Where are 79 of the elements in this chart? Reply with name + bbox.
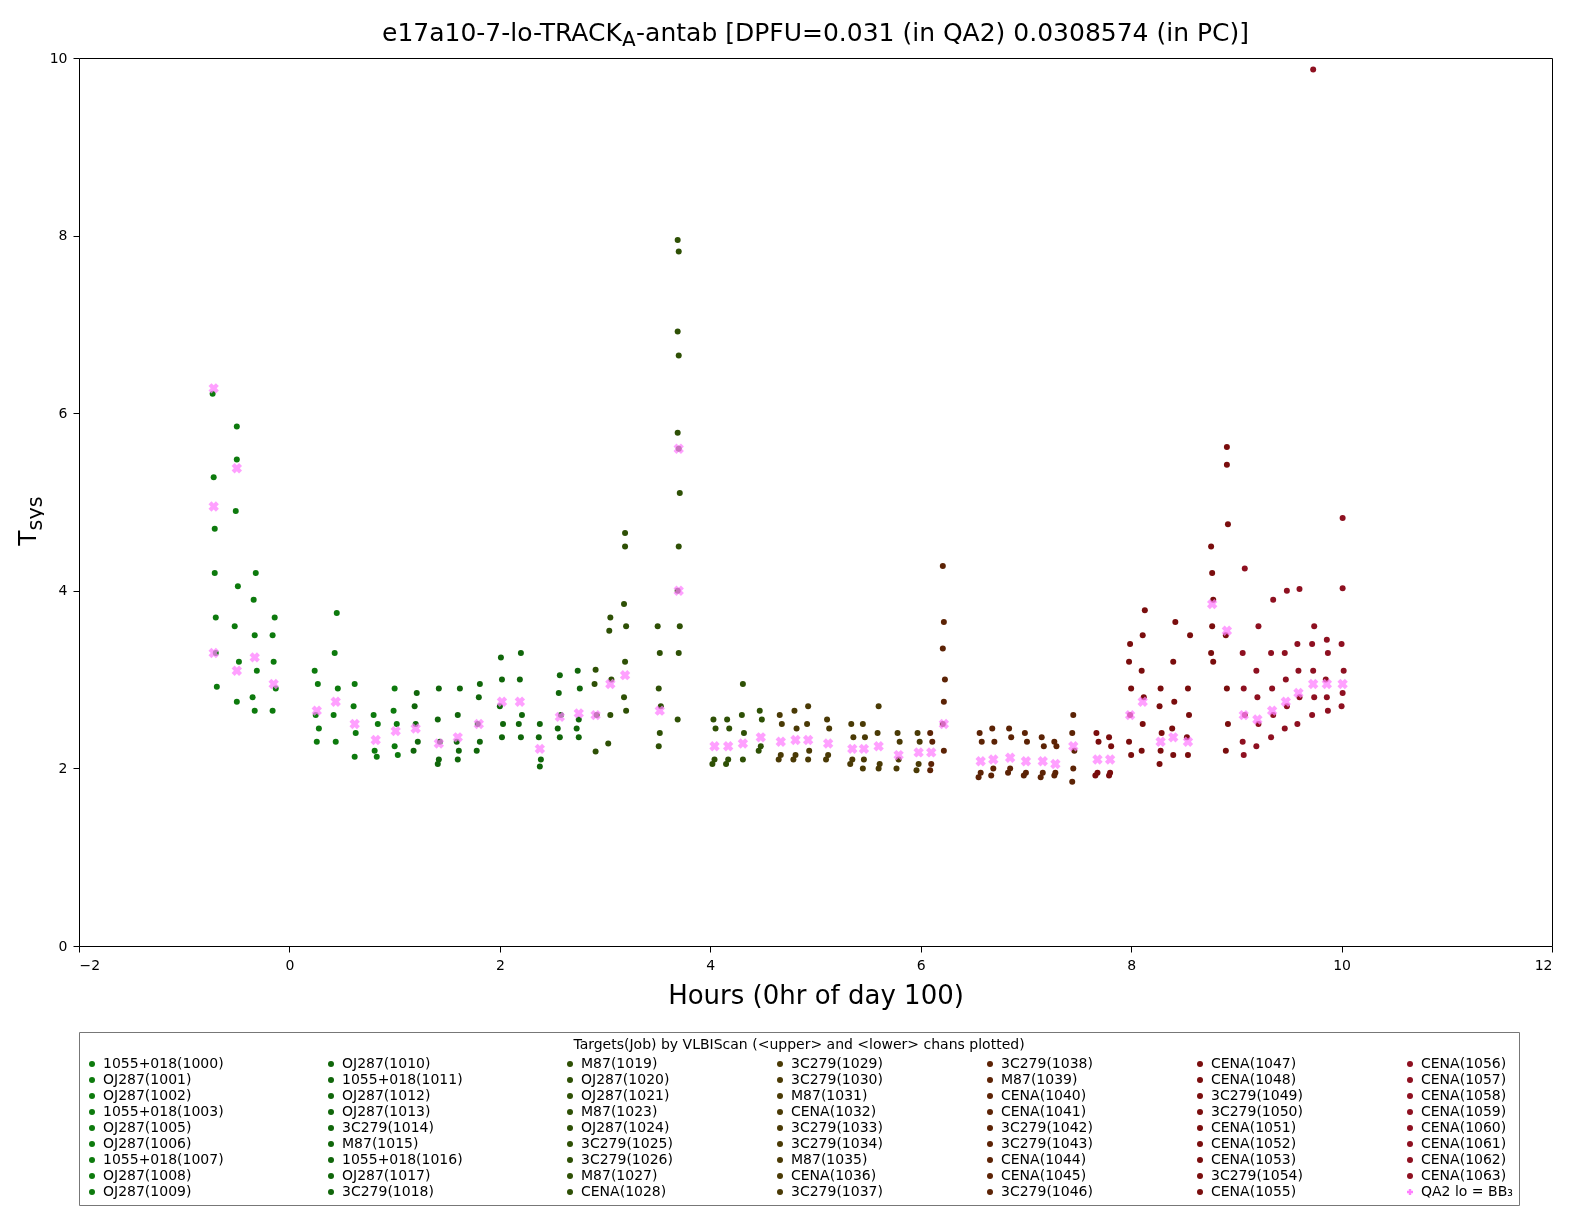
legend-label: CENA(1053) — [1211, 1151, 1297, 1167]
x-axis-title: Hours (0hr of day 100) — [668, 979, 964, 1010]
y-tick-label: 6 — [58, 404, 68, 421]
legend-label: OJ287(1020) — [581, 1071, 670, 1087]
legend-label: CENA(1062) — [1421, 1151, 1507, 1167]
legend-label: 3C279(1025) — [581, 1135, 673, 1151]
legend-label: M87(1039) — [1001, 1071, 1078, 1087]
legend-label: OJ287(1021) — [581, 1087, 670, 1103]
x-tick-label: 6 — [916, 956, 926, 973]
legend-label: OJ287(1006) — [103, 1135, 192, 1151]
x-tick-label: 2 — [495, 956, 505, 973]
legend-label: CENA(1040) — [1001, 1087, 1087, 1103]
legend-label: 3C279(1018) — [342, 1183, 434, 1199]
x-tick-label: 12 — [1534, 956, 1553, 973]
legend-label: CENA(1028) — [581, 1183, 667, 1199]
legend-label: 3C279(1042) — [1001, 1119, 1093, 1135]
legend-label: M87(1031) — [791, 1087, 868, 1103]
legend-label: CENA(1052) — [1211, 1135, 1297, 1151]
legend-label: CENA(1047) — [1211, 1055, 1297, 1071]
legend-label: 1055+018(1016) — [342, 1151, 463, 1167]
legend-label: OJ287(1008) — [103, 1167, 192, 1183]
y-tick-label: 2 — [58, 759, 68, 776]
legend-label: 3C279(1029) — [791, 1055, 883, 1071]
legend-label: CENA(1051) — [1211, 1119, 1297, 1135]
legend-label: 3C279(1034) — [791, 1135, 883, 1151]
legend-label: CENA(1055) — [1211, 1183, 1297, 1199]
legend-label: 3C279(1038) — [1001, 1055, 1093, 1071]
legend-label: 3C279(1043) — [1001, 1135, 1093, 1151]
legend-label: M87(1015) — [342, 1135, 419, 1151]
legend-label: CENA(1059) — [1421, 1103, 1507, 1119]
legend-label: OJ287(1001) — [103, 1071, 192, 1087]
legend-label: CENA(1058) — [1421, 1087, 1507, 1103]
legend-label: 3C279(1014) — [342, 1119, 434, 1135]
legend-title: Targets(Job) by VLBIScan (<upper> and <lower> chans plotted) — [572, 1036, 1025, 1052]
y-tick-label: 10 — [49, 49, 68, 66]
legend-label: OJ287(1010) — [342, 1055, 431, 1071]
legend-label: 3C279(1046) — [1001, 1183, 1093, 1199]
legend-label: OJ287(1002) — [103, 1087, 192, 1103]
legend-label: CENA(1032) — [791, 1103, 877, 1119]
legend-label: 1055+018(1007) — [103, 1151, 224, 1167]
x-tick-label: 8 — [1127, 956, 1137, 973]
legend-label: CENA(1060) — [1421, 1119, 1507, 1135]
legend-label: CENA(1041) — [1001, 1103, 1087, 1119]
legend-label: CENA(1045) — [1001, 1167, 1087, 1183]
legend-label: CENA(1056) — [1421, 1055, 1507, 1071]
legend-label: 1055+018(1003) — [103, 1103, 224, 1119]
legend-label: M87(1023) — [581, 1103, 658, 1119]
y-tick-label: 8 — [58, 227, 68, 244]
legend-label: 3C279(1054) — [1211, 1167, 1303, 1183]
y-tick-label: 0 — [58, 937, 68, 954]
legend-label: CENA(1063) — [1421, 1167, 1507, 1183]
legend-label: OJ287(1017) — [342, 1167, 431, 1183]
x-tick-label: 4 — [706, 956, 716, 973]
x-tick-label: 10 — [1333, 956, 1351, 973]
legend-label: 3C279(1030) — [791, 1071, 883, 1087]
legend-label: M87(1019) — [581, 1055, 658, 1071]
legend-label: M87(1027) — [581, 1167, 658, 1183]
x-tick-label: −2 — [79, 956, 101, 973]
legend-label: 1055+018(1011) — [342, 1071, 463, 1087]
legend-label: CENA(1057) — [1421, 1071, 1507, 1087]
legend-label: 3C279(1050) — [1211, 1103, 1303, 1119]
legend-label: CENA(1036) — [791, 1167, 877, 1183]
legend-label: OJ287(1024) — [581, 1119, 670, 1135]
x-tick-label: 0 — [285, 956, 295, 973]
legend-label: 3C279(1033) — [791, 1119, 883, 1135]
legend-label: 1055+018(1000) — [103, 1055, 224, 1071]
legend-label: QA2 lo = BB₃ — [1421, 1183, 1513, 1199]
legend-label: M87(1035) — [791, 1151, 868, 1167]
legend-label: CENA(1048) — [1211, 1071, 1297, 1087]
legend-label: 3C279(1037) — [791, 1183, 883, 1199]
legend-label: 3C279(1026) — [581, 1151, 673, 1167]
legend-label: OJ287(1009) — [103, 1183, 192, 1199]
y-tick-label: 4 — [58, 582, 68, 599]
legend-label: CENA(1044) — [1001, 1151, 1087, 1167]
legend-label: OJ287(1005) — [103, 1119, 192, 1135]
legend-label: 3C279(1049) — [1211, 1087, 1303, 1103]
legend-label: OJ287(1012) — [342, 1087, 431, 1103]
legend-label: OJ287(1013) — [342, 1103, 431, 1119]
legend-label: CENA(1061) — [1421, 1135, 1507, 1151]
